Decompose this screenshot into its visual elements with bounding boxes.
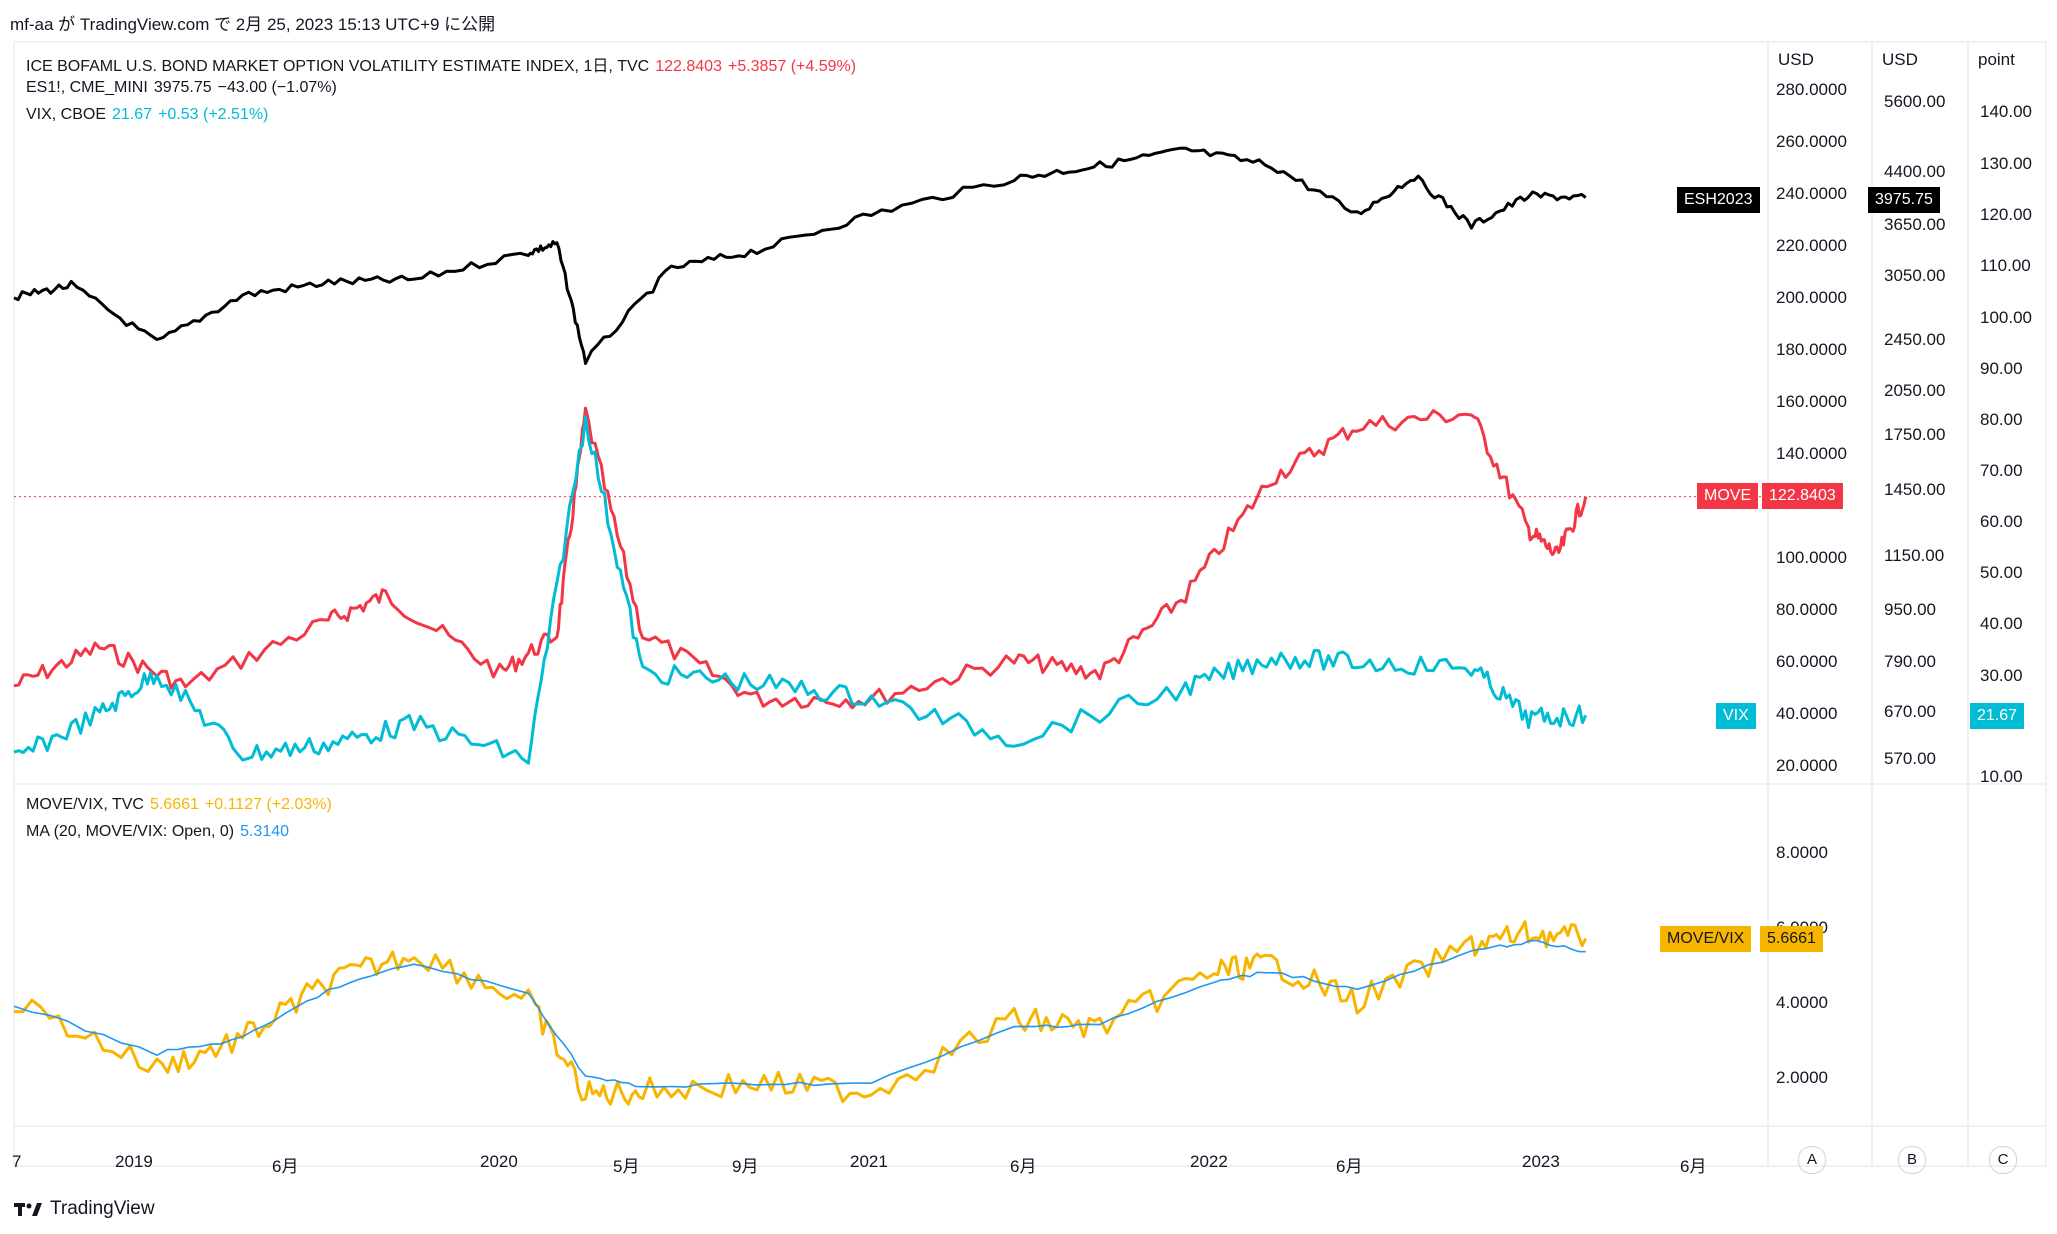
axis-c-tick: 40.00 bbox=[1980, 614, 2023, 633]
axis-c-tick: 90.00 bbox=[1980, 359, 2023, 378]
legend-es-change: −43.00 (−1.07%) bbox=[217, 79, 337, 96]
legend-move-value: 122.8403 bbox=[655, 58, 722, 75]
legend-vix: VIX, CBOE 21.67 +0.53 (+2.51%) bbox=[26, 106, 274, 124]
x-axis-tick: 6月 bbox=[1336, 1157, 1363, 1176]
axis-c-tick: 130.00 bbox=[1980, 154, 2032, 173]
axis-b-tick: 3050.00 bbox=[1884, 266, 1946, 285]
x-axis-tick: 2020 bbox=[480, 1152, 518, 1171]
brand[interactable]: TradingView bbox=[14, 1198, 155, 1220]
axis-b-tick: 3650.00 bbox=[1884, 215, 1946, 234]
axis-a-tick: 160.0000 bbox=[1776, 392, 1847, 411]
axis-c-tick: 140.00 bbox=[1980, 102, 2032, 121]
axis-a-tick: 40.0000 bbox=[1776, 704, 1838, 723]
legend-move-change: +5.3857 (+4.59%) bbox=[727, 58, 857, 75]
axis-a-tick: 200.0000 bbox=[1776, 288, 1847, 307]
axis-b-tick: 4400.00 bbox=[1884, 162, 1946, 181]
legend-vix-value: 21.67 bbox=[112, 106, 153, 123]
axis-a-tick: 260.0000 bbox=[1776, 132, 1847, 151]
axis-b-tick: 570.00 bbox=[1884, 749, 1936, 768]
axis-a-tick: 220.0000 bbox=[1776, 236, 1847, 255]
axis-a-tick: 280.0000 bbox=[1776, 80, 1847, 99]
tag-ratio-value: 5.6661 bbox=[1760, 926, 1823, 952]
axis-b-tick: 1150.00 bbox=[1884, 546, 1945, 565]
legend-vix-change: +0.53 (+2.51%) bbox=[158, 106, 269, 123]
ratio-axis-tick: 2.0000 bbox=[1776, 1068, 1828, 1087]
tag-vix-value: 21.67 bbox=[1970, 703, 2025, 729]
legend-ratio-change: +0.1127 (+2.03%) bbox=[204, 796, 332, 813]
legend-es-name: ES1!, CME_MINI bbox=[26, 79, 148, 96]
axis-b-tick: 790.00 bbox=[1884, 652, 1936, 671]
axis-c-tick: 80.00 bbox=[1980, 410, 2023, 429]
axis-a-tick: 180.0000 bbox=[1776, 340, 1847, 359]
ratio-axis-tick: 4.0000 bbox=[1776, 993, 1828, 1012]
axis-c-tick: 110.00 bbox=[1980, 256, 2031, 275]
tag-move-label: MOVE bbox=[1697, 483, 1759, 509]
axis-b-tick: 950.00 bbox=[1884, 600, 1936, 619]
legend-ma-value: 5.3140 bbox=[240, 823, 290, 840]
legend-move-name: ICE BOFAML U.S. BOND MARKET OPTION VOLAT… bbox=[26, 58, 650, 75]
legend-move: ICE BOFAML U.S. BOND MARKET OPTION VOLAT… bbox=[26, 52, 862, 76]
scale-button-b[interactable]: B bbox=[1898, 1146, 1926, 1174]
legend-vix-name: VIX, CBOE bbox=[26, 106, 107, 123]
axis-b-tick: 670.00 bbox=[1884, 702, 1936, 721]
axis-c-tick: 100.00 bbox=[1980, 308, 2032, 327]
tag-move-value: 122.8403 bbox=[1762, 483, 1843, 509]
axis-c-tick: 120.00 bbox=[1980, 205, 2032, 224]
axis-b-tick: 2450.00 bbox=[1884, 330, 1946, 349]
x-axis-tick: 2022 bbox=[1190, 1152, 1228, 1171]
x-axis-tick: 2021 bbox=[850, 1152, 888, 1171]
x-axis-tick: 2023 bbox=[1522, 1152, 1560, 1171]
chart-frame bbox=[13, 41, 2047, 1167]
ma-line bbox=[13, 939, 1586, 1088]
move-line bbox=[13, 406, 1588, 710]
legend-ma: MA (20, MOVE/VIX: Open, 0) 5.3140 bbox=[26, 823, 295, 841]
axis-a-tick: 100.0000 bbox=[1776, 548, 1847, 567]
x-axis-tick: 7 bbox=[12, 1152, 22, 1171]
scale-button-c[interactable]: C bbox=[1989, 1146, 2017, 1174]
vix-line bbox=[13, 415, 1588, 765]
tradingview-logo-icon bbox=[14, 1203, 42, 1216]
x-axis-tick: 6月 bbox=[1010, 1157, 1037, 1176]
axis-a-tick: 80.0000 bbox=[1776, 600, 1838, 619]
x-axis-tick: 9月 bbox=[732, 1157, 759, 1176]
axis-a-tick: 20.0000 bbox=[1776, 756, 1838, 775]
axis-a-unit: USD bbox=[1778, 50, 1814, 69]
axis-b-tick: 1450.00 bbox=[1884, 480, 1946, 499]
axis-c-tick: 70.00 bbox=[1980, 461, 2023, 480]
ratio-line bbox=[13, 920, 1588, 1106]
axis-b-tick: 2050.00 bbox=[1884, 381, 1946, 400]
tag-ratio-label: MOVE/VIX bbox=[1660, 926, 1752, 952]
x-axis-tick: 2019 bbox=[115, 1152, 153, 1171]
x-axis-tick: 6月 bbox=[272, 1157, 299, 1176]
legend-es-value: 3975.75 bbox=[153, 79, 212, 96]
legend-ratio-name: MOVE/VIX, TVC bbox=[26, 796, 144, 813]
tag-vix-label: VIX bbox=[1716, 703, 1756, 729]
axis-b-tick: 1750.00 bbox=[1884, 425, 1946, 444]
header-text: mf-aa が TradingView.com で 2月 25, 2023 15… bbox=[10, 15, 496, 34]
legend-ratio-value: 5.6661 bbox=[149, 796, 199, 813]
x-axis-tick: 5月 bbox=[613, 1157, 640, 1176]
ratio-axis-tick: 8.0000 bbox=[1776, 843, 1828, 862]
es-line bbox=[13, 146, 1587, 365]
axis-c-tick: 10.00 bbox=[1980, 767, 2023, 786]
axis-c-tick: 50.00 bbox=[1980, 563, 2023, 582]
axis-c-tick: 60.00 bbox=[1980, 512, 2023, 531]
axis-c-unit: point bbox=[1978, 50, 2015, 69]
legend-ratio: MOVE/VIX, TVC 5.6661 +0.1127 (+2.03%) bbox=[26, 796, 338, 814]
axis-b-unit: USD bbox=[1882, 50, 1918, 69]
series-lines bbox=[13, 146, 1768, 1106]
tag-es-value: 3975.75 bbox=[1868, 187, 1940, 213]
x-axis-tick: 6月 bbox=[1680, 1157, 1707, 1176]
scale-button-a[interactable]: A bbox=[1798, 1146, 1826, 1174]
tag-es-label: ESH2023 bbox=[1677, 187, 1760, 213]
legend-es: ES1!, CME_MINI 3975.75 −43.00 (−1.07%) bbox=[26, 79, 343, 97]
brand-name: TradingView bbox=[50, 1198, 155, 1219]
axis-c-tick: 30.00 bbox=[1980, 666, 2023, 685]
axis-b-tick: 5600.00 bbox=[1884, 92, 1946, 111]
legend-ma-name: MA (20, MOVE/VIX: Open, 0) bbox=[26, 823, 235, 840]
axis-a-tick: 60.0000 bbox=[1776, 652, 1838, 671]
axis-a-tick: 240.0000 bbox=[1776, 184, 1847, 203]
axis-a-tick: 140.0000 bbox=[1776, 444, 1847, 463]
